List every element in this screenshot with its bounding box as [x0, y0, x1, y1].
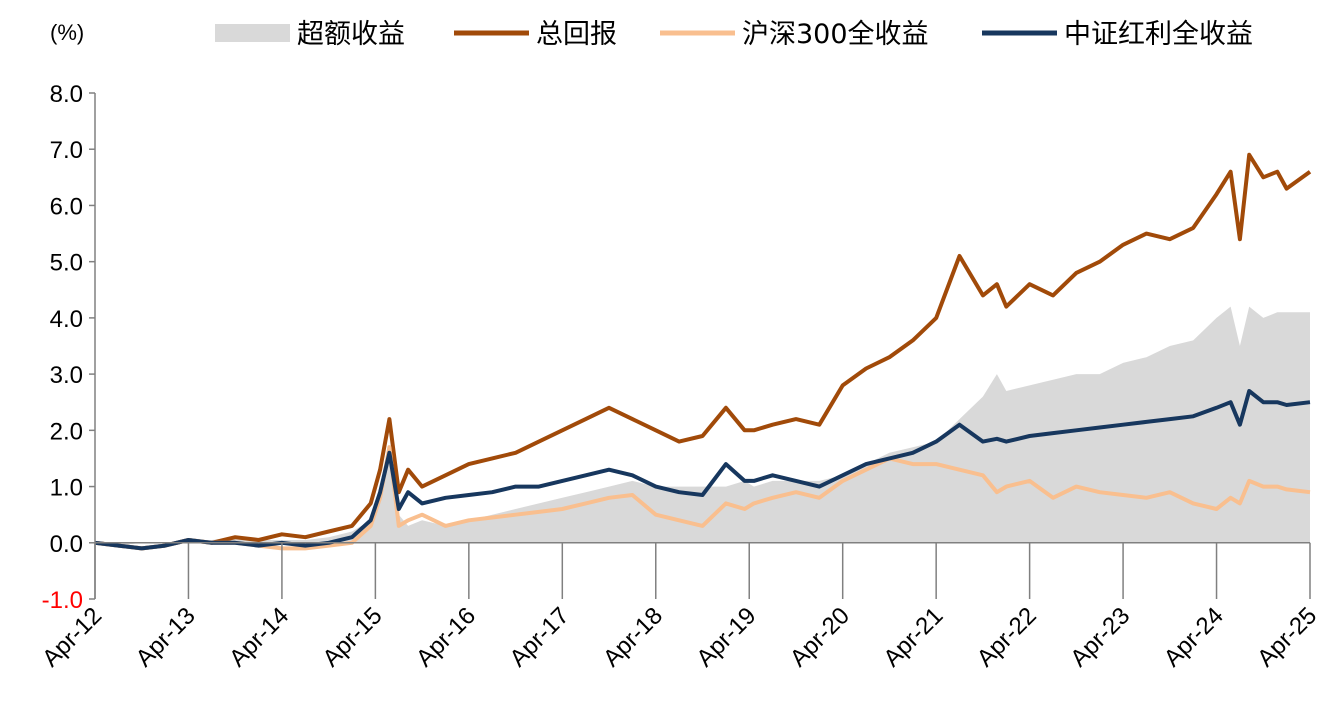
y-tick-label: 3.0	[50, 362, 83, 389]
x-tick-label: Apr-17	[505, 602, 575, 672]
y-axis-unit-label: (%)	[50, 20, 84, 45]
y-tick-label: 7.0	[50, 137, 83, 164]
x-tick-label: Apr-24	[1159, 602, 1229, 672]
y-tick-label: 8.0	[50, 81, 83, 108]
series-layer	[94, 152, 1312, 551]
y-tick-label: 1.0	[50, 475, 83, 502]
x-tick-label: Apr-25	[1252, 602, 1322, 672]
x-tick-label: Apr-20	[785, 602, 855, 672]
x-tick-label: Apr-18	[598, 602, 668, 672]
y-tick-label: 0.0	[50, 531, 83, 558]
x-tick-label: Apr-16	[411, 602, 481, 672]
y-tick-label: 4.0	[50, 306, 83, 333]
y-tick-label: 2.0	[50, 418, 83, 445]
x-tick-label: Apr-19	[691, 602, 761, 672]
legend-swatch-area	[215, 24, 290, 42]
legend-label: 中证红利全收益	[1064, 19, 1253, 50]
series-line-2	[94, 445, 1311, 551]
x-tick-label: Apr-21	[878, 602, 948, 672]
series-line-1	[94, 152, 1312, 551]
x-tick-label: Apr-23	[1065, 602, 1135, 672]
x-tick-label: Apr-15	[318, 602, 388, 672]
y-tick-label: -1.0	[42, 587, 83, 614]
chart-legend: 超额收益 总回报 沪深300全收益 中证红利全收益	[215, 19, 1253, 50]
y-tick-label: 6.0	[50, 193, 83, 220]
x-tick-label: Apr-13	[131, 602, 201, 672]
x-tick-label: Apr-22	[972, 602, 1042, 672]
legend-label: 超额收益	[297, 19, 405, 50]
legend-label: 总回报	[536, 19, 617, 50]
y-tick-label: 5.0	[50, 250, 83, 277]
x-tick-label: Apr-14	[224, 602, 294, 672]
legend-label: 沪深300全收益	[742, 19, 929, 50]
